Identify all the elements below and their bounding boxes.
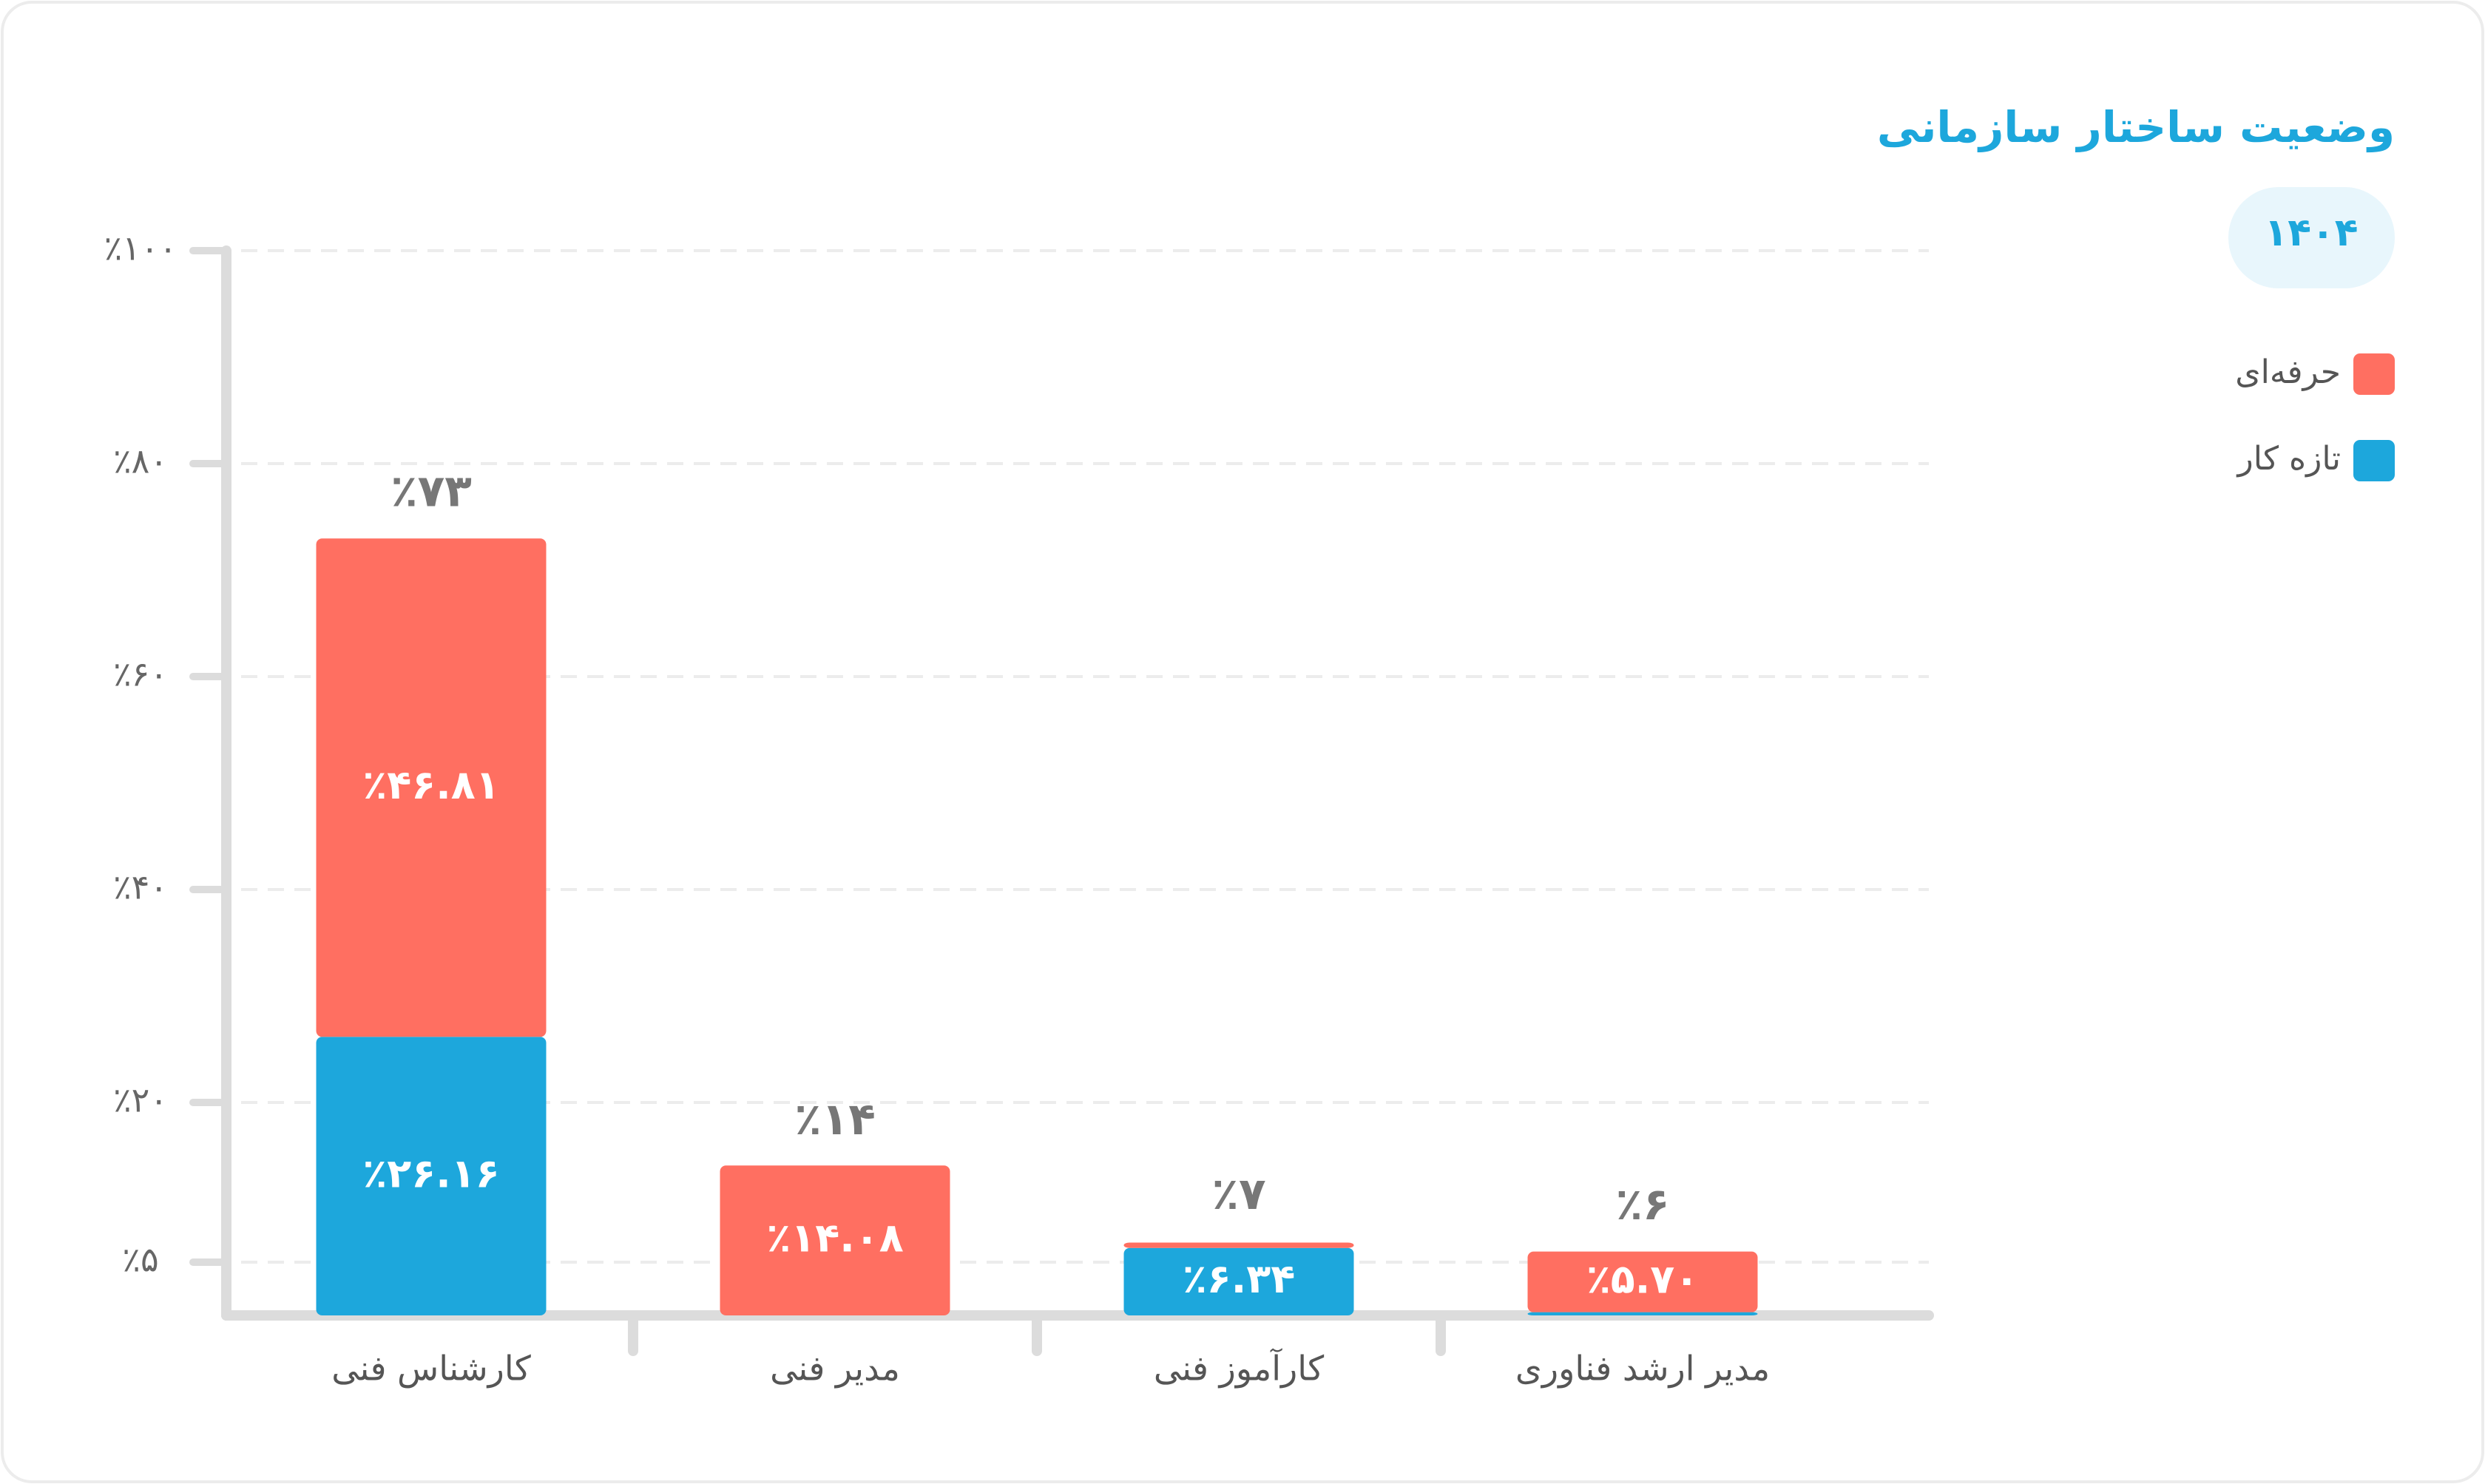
segment-label: ٪۵.۷۰ [1586, 1256, 1699, 1302]
y-tick-label: ٪۶۰ [113, 654, 168, 694]
bar-segment [720, 1165, 950, 1315]
total-label: ٪۶ [1615, 1179, 1669, 1230]
bar-segment [1527, 1312, 1758, 1315]
total-label: ٪۷۳ [390, 465, 472, 517]
bar-segment [1527, 1251, 1758, 1312]
y-tick-label: ٪۸۰ [113, 441, 168, 481]
year-pill[interactable] [2228, 187, 2395, 288]
segment-label: ٪۴۶.۸۱ [362, 762, 499, 808]
total-label: ٪۱۴ [794, 1094, 876, 1145]
segment-label: ٪۲۶.۱۶ [362, 1150, 499, 1196]
legend-label: حرفه‌ای [2235, 353, 2341, 391]
x-tick-label: کارآموز فنی [1154, 1349, 1324, 1389]
bar-segment [1123, 1247, 1354, 1315]
y-tick-label: ٪۲۰ [113, 1080, 168, 1120]
chart-title: وضعیت ساختار سازمانی [1877, 102, 2395, 153]
y-tick-label: ٪۵ [122, 1240, 158, 1280]
bar-segment [316, 538, 547, 1037]
legend-swatch [2353, 353, 2395, 395]
legend-label: تازه کار [2236, 440, 2341, 478]
bar-segment [316, 1037, 547, 1315]
x-tick-label: مدیر فنی [770, 1349, 900, 1389]
segment-label: ٪۶.۳۴ [1183, 1256, 1295, 1302]
bar-segment [1123, 1242, 1354, 1248]
legend-swatch [2353, 440, 2395, 481]
x-tick-label: مدیر ارشد فناوری [1515, 1349, 1770, 1389]
total-label: ٪۷ [1211, 1168, 1265, 1220]
segment-label: ٪۱۴.۰۸ [766, 1214, 903, 1261]
x-tick-label: کارشناس فنی [331, 1349, 531, 1389]
y-tick-label: ٪۱۰۰ [104, 228, 178, 268]
year-label: ۱۴۰۴ [2265, 211, 2359, 255]
y-tick-label: ٪۴۰ [113, 867, 168, 907]
